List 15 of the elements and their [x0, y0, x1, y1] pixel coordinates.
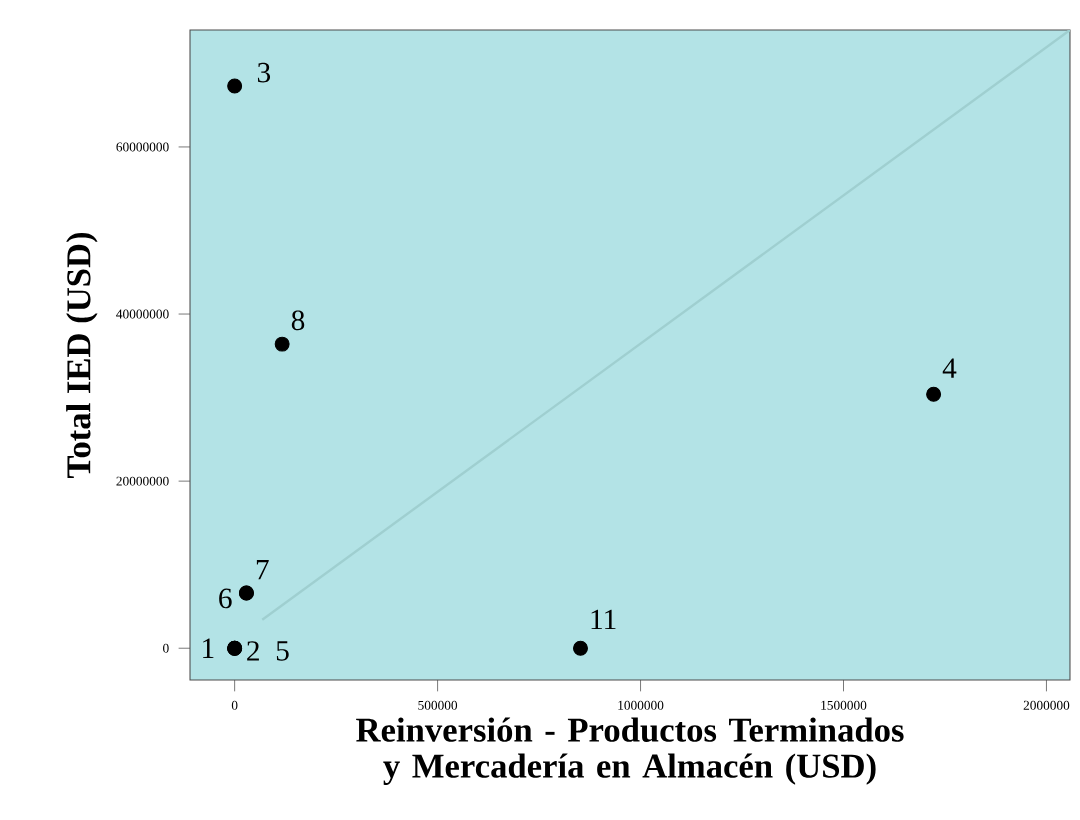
y-axis-title: Total IED (USD): [66, 232, 98, 479]
annotation: 1: [203, 638, 214, 658]
point: [926, 386, 942, 402]
point: [274, 336, 290, 352]
point: [227, 78, 243, 94]
point: [573, 640, 588, 656]
annotation: 4: [942, 358, 957, 378]
annotation: 3: [257, 62, 271, 83]
x-axis-title: Reinversión - Productos Terminados y Mercadería en Almacén (USD): [356, 717, 904, 785]
annotation: 11: [591, 609, 616, 630]
annotation: 2: [247, 641, 259, 661]
annotation: 6: [219, 588, 232, 609]
annotation: 7: [256, 560, 269, 580]
annotation: 8: [291, 310, 305, 331]
annotation: 5: [276, 641, 289, 661]
